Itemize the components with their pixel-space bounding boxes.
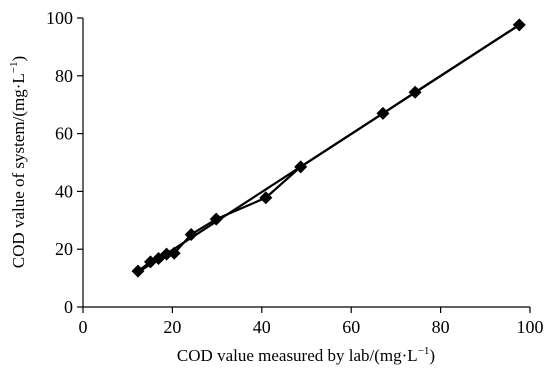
data-point-marker bbox=[209, 212, 223, 226]
trend-line bbox=[137, 24, 520, 274]
data-point-marker bbox=[131, 264, 145, 278]
series-layer bbox=[131, 18, 526, 278]
y-axis-title: COD value of system/(mg·L−1) bbox=[8, 56, 28, 268]
x-tick-label: 60 bbox=[342, 317, 360, 337]
y-ticks: 0 20 40 60 80 100 bbox=[46, 8, 83, 317]
data-point-marker bbox=[167, 246, 181, 260]
data-point-marker bbox=[512, 18, 526, 32]
y-tick-label: 60 bbox=[55, 124, 73, 144]
data-point-marker bbox=[160, 247, 174, 261]
data-point-marker bbox=[294, 160, 308, 174]
y-tick-label: 20 bbox=[55, 239, 73, 259]
data-point-marker bbox=[408, 85, 422, 99]
axes bbox=[82, 18, 530, 308]
x-tick-label: 0 bbox=[79, 317, 88, 337]
y-tick-label: 100 bbox=[46, 8, 73, 28]
data-point-marker bbox=[259, 191, 273, 205]
x-axis-title: COD value measured by lab/(mg·L−1) bbox=[177, 345, 435, 365]
data-point-marker bbox=[143, 255, 157, 269]
x-ticks: 0 20 40 60 80 100 bbox=[79, 307, 544, 337]
x-tick-label: 20 bbox=[163, 317, 181, 337]
y-tick-label: 40 bbox=[55, 181, 73, 201]
x-tick-label: 80 bbox=[432, 317, 450, 337]
y-tick-label: 80 bbox=[55, 66, 73, 86]
y-tick-label: 0 bbox=[64, 297, 73, 317]
x-tick-label: 40 bbox=[253, 317, 271, 337]
x-tick-label: 100 bbox=[517, 317, 544, 337]
data-point-marker bbox=[376, 106, 390, 120]
data-point-marker bbox=[184, 227, 198, 241]
